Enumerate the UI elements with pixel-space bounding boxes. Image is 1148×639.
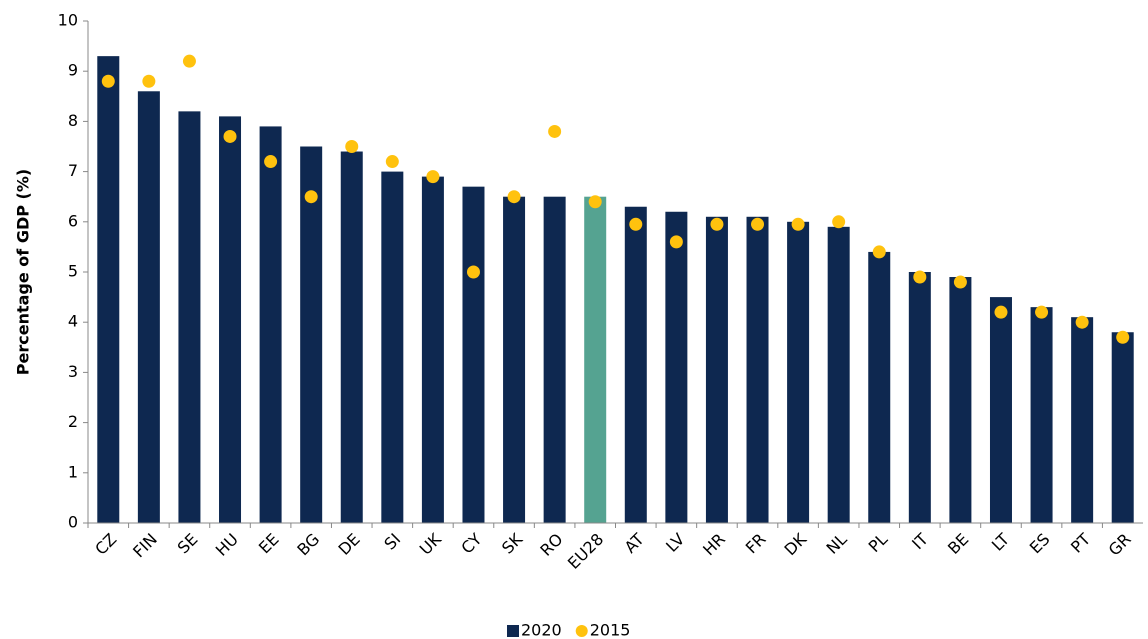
bar [259,126,282,524]
legend-label: 2015 [590,621,631,639]
legend-swatch [575,625,588,637]
x-tick-label: FIN [129,530,161,562]
y-tick-label: 4 [68,312,78,331]
dot [710,217,724,231]
bar [705,216,728,523]
x-tick-label: FR [742,530,770,558]
bar [137,91,160,523]
x-tick-label: RO [536,530,566,560]
y-tick-label: 6 [68,211,78,230]
x-tick-label: SE [174,530,202,558]
bar [908,272,931,523]
x-tick-label: AT [621,529,648,556]
dot [223,129,237,143]
y-tick-label: 9 [68,61,78,80]
dot [101,74,115,88]
dot [548,124,562,138]
bar [300,146,323,523]
x-tick-label: SK [498,529,526,557]
bar [543,196,566,523]
bar [462,186,485,523]
dot [142,74,156,88]
dot [304,190,318,204]
dot [629,217,643,231]
dot [588,195,602,209]
x-tick-label: LV [662,530,688,556]
dot [426,170,440,184]
bar [421,176,444,523]
bar [340,151,363,523]
x-tick-label: BG [293,530,323,560]
dot [1116,330,1130,344]
y-axis-label: Percentage of GDP (%) [14,169,33,375]
bar [989,297,1012,523]
dot [751,217,765,231]
bar [584,196,607,523]
bar [787,221,810,524]
x-tick-label: EU28 [564,530,607,573]
x-tick-label: IT [908,529,932,553]
dot [264,155,278,169]
dot [832,215,846,229]
y-tick-label: 2 [68,412,78,431]
dot [913,270,927,284]
bar [624,206,647,524]
x-tick-label: EE [255,530,283,558]
x-tick-label: UK [416,529,445,558]
x-tick-label: PT [1067,529,1094,556]
legend-label: 2020 [521,621,562,639]
y-tick-label: 0 [68,513,78,532]
bar [97,56,120,523]
bar [827,226,850,523]
bar [1030,307,1053,523]
x-tick-label: ES [1026,530,1054,558]
bar [381,171,404,523]
dot [791,217,805,231]
dot [994,305,1008,319]
bar [503,196,526,523]
dot [507,190,521,204]
dot [872,245,886,259]
bar [665,211,688,523]
x-tick-label: CY [457,529,485,557]
bar [1111,332,1134,523]
x-tick-label: DE [334,530,363,559]
bar [178,111,201,524]
bar [219,116,242,523]
x-tick-label: HU [212,530,242,560]
y-tick-label: 10 [58,11,78,30]
dot [953,275,967,289]
dot [1035,305,1049,319]
dot [1075,315,1089,329]
x-tick-label: BE [944,530,972,558]
legend-swatch [507,625,519,637]
x-tick-label: GR [1105,530,1135,560]
y-tick-label: 1 [68,462,78,481]
bar [868,251,891,524]
x-tick-label: LT [988,529,1013,554]
bar [1071,317,1094,523]
y-tick-label: 7 [68,161,78,180]
x-tick-label: CZ [91,530,120,559]
x-tick-label: PL [865,530,892,557]
bar [949,277,972,523]
x-tick-label: SI [380,530,404,554]
bar [746,216,769,523]
x-tick-label: HR [699,530,729,560]
dot [669,235,683,249]
x-tick-label: DK [781,529,811,559]
dot [466,265,480,279]
y-tick-label: 3 [68,362,78,381]
x-tick-label: NL [822,530,850,558]
dot [345,140,359,153]
y-tick-label: 8 [68,111,78,130]
dot [385,155,399,169]
dot [182,54,196,68]
y-tick-label: 5 [68,262,78,281]
